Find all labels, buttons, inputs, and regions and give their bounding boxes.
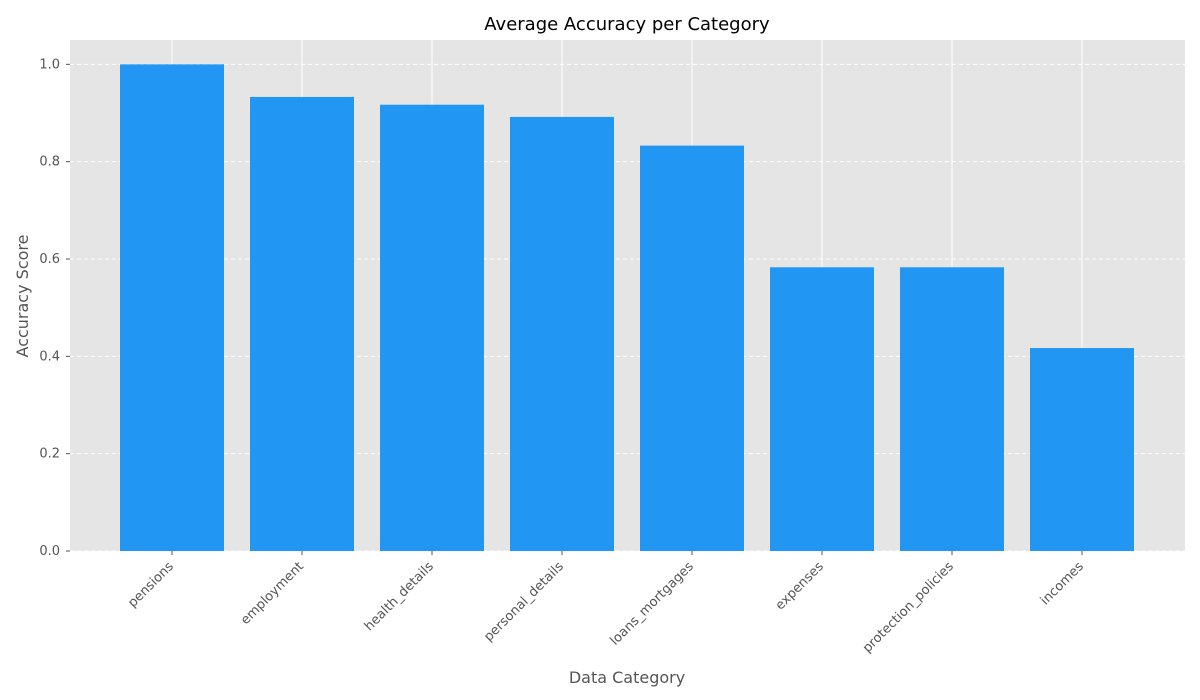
bar-personal-details — [510, 116, 614, 551]
x-tick-label: employment — [238, 559, 307, 628]
bar-incomes — [1030, 348, 1134, 551]
plot-background — [70, 40, 1185, 551]
chart-title: Average Accuracy per Category — [484, 14, 770, 35]
bar-pensions — [120, 64, 224, 551]
y-tick-label: 0.0 — [39, 544, 60, 559]
y-tick-label: 0.4 — [39, 349, 60, 364]
bar-health-details — [380, 104, 484, 551]
y-tick-label: 0.2 — [39, 447, 60, 462]
x-axis: pensions employment health_details personal… — [125, 551, 1087, 656]
x-tick-label: pensions — [125, 559, 177, 611]
y-axis-label: Accuracy Score — [13, 235, 32, 358]
x-tick-label: health_details — [362, 559, 437, 634]
x-tick-label: incomes — [1038, 559, 1087, 608]
bar-expenses — [770, 267, 874, 551]
x-tick-label: personal_details — [481, 559, 567, 645]
y-axis: 0.0 0.2 0.4 0.6 0.8 1.0 — [39, 57, 70, 559]
bar-employment — [250, 96, 354, 551]
y-tick-label: 0.6 — [39, 252, 60, 267]
x-tick-label: protection_policies — [860, 559, 957, 656]
bars — [120, 64, 1134, 551]
x-tick-label: loans_mortgages — [607, 559, 696, 648]
y-tick-label: 1.0 — [39, 57, 60, 72]
y-tick-label: 0.8 — [39, 155, 60, 170]
bar-loans-mortgages — [640, 145, 744, 551]
x-tick-label: expenses — [773, 559, 827, 613]
x-axis-label: Data Category — [569, 668, 685, 687]
bar-protection-policies — [900, 267, 1004, 551]
